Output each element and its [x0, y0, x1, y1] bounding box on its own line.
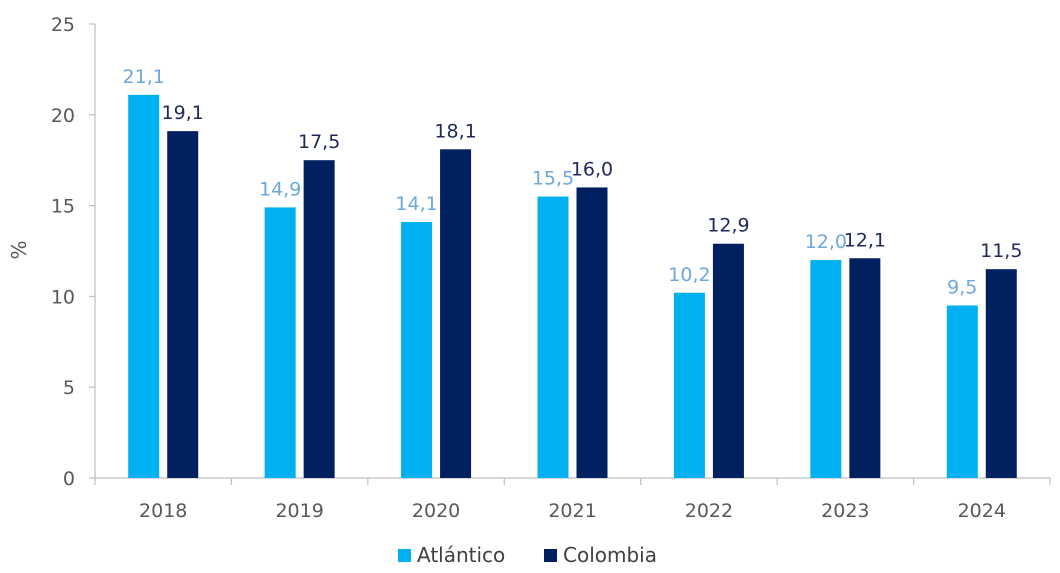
y-tick-label: 0	[63, 468, 75, 490]
data-label: 12,1	[844, 229, 886, 251]
x-tick-label: 2019	[275, 500, 323, 522]
y-tick-label: 25	[51, 14, 75, 36]
bar-colombia-2020	[440, 149, 472, 478]
y-axis: 0 5 10 15 20 25	[51, 14, 96, 490]
bar-colombia-2022	[712, 243, 744, 478]
data-labels: 21,1 19,1 14,9 17,5 14,1 18,1 15,516,0 10,2 12,9…	[123, 66, 1023, 299]
x-tick-label: 2021	[548, 500, 596, 522]
legend-label: Atlántico	[417, 543, 505, 567]
y-tick-label: 20	[51, 105, 75, 127]
bar-atlntico-2019	[264, 207, 296, 478]
bar-colombia-2019	[303, 160, 335, 478]
data-label: 11,5	[980, 240, 1022, 262]
legend: Atlántico Colombia	[398, 543, 657, 567]
data-label: 10,2	[668, 264, 710, 286]
legend-swatch	[398, 549, 411, 562]
bar-atlntico-2024	[946, 305, 978, 478]
x-axis: 2018 2019 2020 2021 2022 2023 2024	[94, 477, 1051, 522]
x-tick-label: 2024	[958, 500, 1006, 522]
y-axis-title: %	[7, 240, 31, 259]
data-label: 14,1	[395, 193, 437, 215]
bar-atlntico-2021	[537, 196, 569, 478]
y-tick-label: 10	[51, 286, 75, 308]
data-label: 21,1	[123, 66, 165, 88]
bars	[128, 94, 1017, 479]
legend-label: Colombia	[563, 543, 657, 567]
legend-swatch	[544, 549, 557, 562]
bar-colombia-2021	[576, 187, 608, 478]
bar-colombia-2018	[167, 131, 199, 479]
data-label: 17,5	[298, 131, 340, 153]
bar-atlntico-2023	[810, 260, 842, 478]
data-label: 12,0	[805, 231, 847, 253]
bar-colombia-2023	[849, 258, 881, 478]
bar-atlntico-2022	[673, 292, 705, 478]
x-tick-label: 2022	[685, 500, 733, 522]
y-tick-label: 5	[63, 377, 75, 399]
bar-colombia-2024	[985, 269, 1017, 478]
bar-atlntico-2020	[401, 221, 433, 478]
data-label: 16,0	[571, 158, 613, 180]
data-label: 14,9	[259, 178, 301, 200]
y-tick-label: 15	[51, 196, 75, 218]
data-label: 18,1	[434, 120, 476, 142]
data-label: 15,5	[532, 168, 574, 190]
x-tick-label: 2018	[139, 500, 187, 522]
data-label: 9,5	[947, 276, 977, 298]
data-label: 12,9	[707, 215, 749, 237]
x-tick-label: 2020	[412, 500, 460, 522]
data-label: 19,1	[162, 102, 204, 124]
bar-atlntico-2018	[128, 94, 160, 478]
x-tick-label: 2023	[821, 500, 869, 522]
